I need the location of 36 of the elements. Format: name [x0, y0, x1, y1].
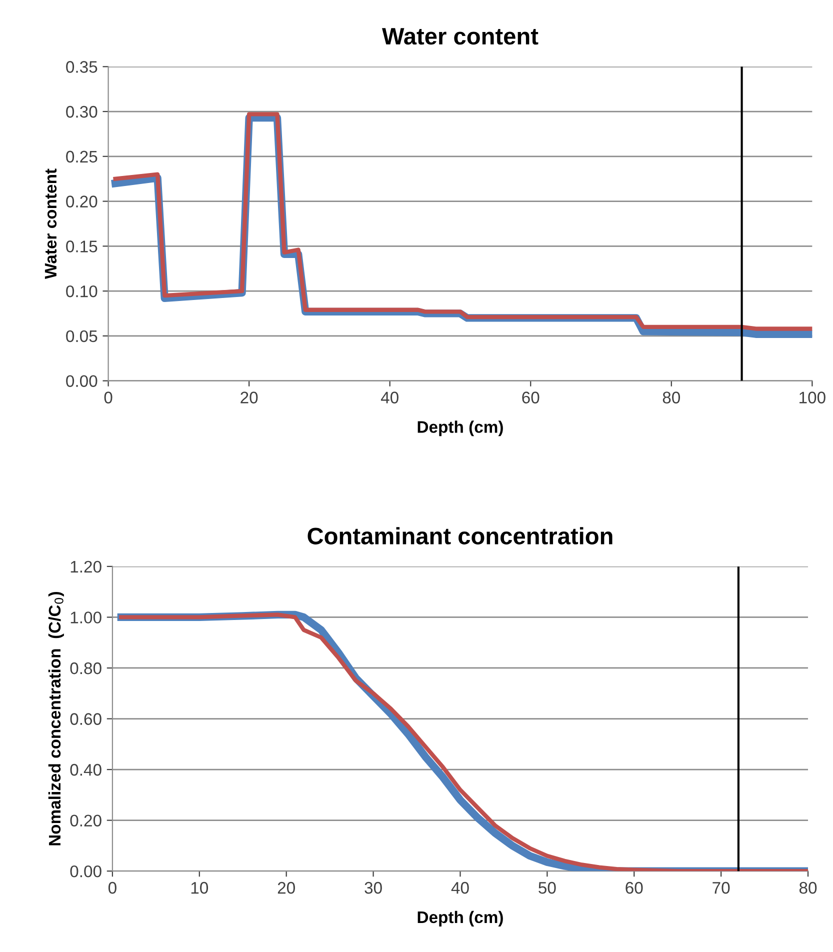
x-tick-label: 20 — [240, 392, 258, 404]
y-tick-label: 0.40 — [70, 764, 102, 776]
x-tick-label: 50 — [538, 882, 556, 894]
y-tick-label: 0.10 — [66, 285, 98, 298]
chart-title: Water content — [382, 28, 538, 45]
y-tick-label: 0.20 — [66, 196, 98, 208]
y-tick-label: 0.00 — [70, 865, 102, 878]
y-tick-label: 0.05 — [66, 330, 98, 342]
x-tick-label: 40 — [380, 392, 398, 404]
y-axis-title: Nomalized concentration (C/C$_{0}$) — [48, 592, 64, 846]
y-tick-label: 0.25 — [66, 150, 98, 163]
y-tick-label: 1.20 — [70, 560, 102, 573]
y-tick-label: 0.15 — [66, 240, 98, 252]
y-tick-label: 0.60 — [70, 713, 102, 725]
x-tick-label: 20 — [278, 882, 295, 894]
x-tick-label: 70 — [712, 882, 730, 894]
x-tick-label: 40 — [451, 882, 469, 894]
x-axis-title: Depth (cm) — [418, 420, 503, 436]
x-tick-label: 60 — [626, 882, 643, 894]
y-tick-label: 0.20 — [70, 814, 102, 827]
x-tick-label: 100 — [800, 392, 826, 404]
x-tick-label: 0 — [108, 882, 116, 894]
x-tick-label: 0 — [104, 392, 112, 404]
x-tick-label: 80 — [799, 882, 817, 894]
y-tick-label: 0.30 — [66, 106, 98, 118]
x-tick-label: 80 — [662, 392, 680, 404]
y-tick-label: 0.80 — [70, 662, 102, 674]
x-tick-label: 10 — [191, 882, 208, 894]
chart-title: Contaminant concentration — [308, 527, 612, 544]
y-tick-label: 0.00 — [66, 375, 98, 388]
x-axis-title: Depth (cm) — [418, 910, 503, 926]
x-tick-label: 30 — [364, 882, 382, 894]
y-tick-label: 1.00 — [70, 612, 102, 624]
y-tick-label: 0.35 — [66, 61, 98, 73]
y-axis-title: Water content — [44, 168, 57, 279]
x-tick-label: 60 — [522, 392, 540, 404]
